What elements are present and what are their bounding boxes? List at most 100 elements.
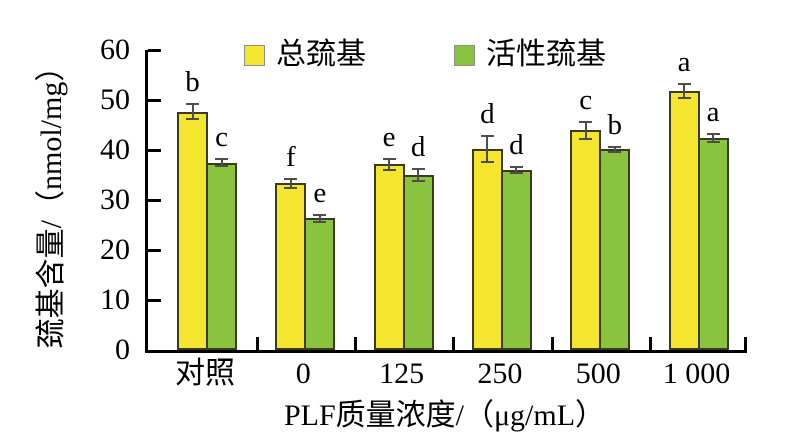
y-tick-label: 0 [115,333,130,366]
error-bar [186,103,199,120]
y-tick-label: 50 [100,83,130,116]
y-tick-label: 60 [100,33,130,66]
error-bar-line [515,166,518,174]
bar-active-0 [206,162,237,350]
bar-active-3 [500,170,532,350]
x-tick [452,337,456,350]
error-bar-cap-bottom [509,172,523,174]
sig-letter: d [509,129,524,161]
bar-active-2 [402,174,434,350]
error-bar-cap-bottom [313,220,327,223]
error-bar [215,158,228,167]
error-bar-cap-top [509,166,523,168]
error-bar-line [613,145,616,153]
x-tick [550,337,554,350]
error-bar-line [683,83,685,99]
error-bar-cap-top [677,83,691,85]
y-tick-label: 20 [100,233,130,266]
error-bar-cap-top [382,157,396,160]
error-bar [579,120,593,140]
x-tick [353,337,357,350]
error-bar [608,145,622,153]
error-bar-cap-bottom [677,97,691,99]
y-tick-label: 40 [100,133,130,166]
y-tick [148,148,161,152]
error-bar-cap-bottom [186,118,199,120]
error-bar-cap-top [706,132,720,135]
error-bar-line [289,177,292,189]
legend-item-active-sulfhydryl: 活性巯基 [454,40,606,70]
error-bar-cap-bottom [215,165,228,167]
error-bar-line [220,158,223,167]
x-tick-label: 500 [575,357,621,390]
sig-letter: b [607,108,622,141]
error-bar-cap-top [608,145,622,148]
legend-swatch-active-sulfhydryl [454,44,475,66]
error-bar-cap-bottom [411,179,425,182]
y-tick [148,248,161,252]
error-bar [706,132,720,143]
sig-letter: e [313,176,327,209]
legend-swatch-total-sulfhydryl [244,44,265,66]
sig-letter: b [185,66,200,98]
bar-active-5 [697,137,729,350]
error-bar-line [318,213,321,223]
sig-letter: f [285,140,296,173]
error-bar-line [486,135,489,163]
error-bar-cap-top [579,120,593,123]
x-tick [648,337,652,350]
bar-active-1 [304,218,336,350]
error-bar-line [417,167,420,182]
sig-letter: c [579,83,593,116]
error-bar-cap-top [284,177,298,180]
error-bar-cap-bottom [284,186,298,189]
x-tick-label: 1 000 [662,357,731,390]
error-bar-cap-bottom [608,150,622,153]
sig-letter: d [410,130,426,163]
error-bar-line [584,120,587,140]
error-bar-line [388,157,391,171]
error-bar-cap-top [215,158,228,160]
error-bar [313,213,327,223]
x-tick-label: 125 [379,357,425,390]
error-bar [382,157,396,171]
bar-total-4 [570,130,602,350]
sig-letter: c [215,121,228,153]
error-bar [284,177,298,189]
legend-label-active-sulfhydryl: 活性巯基 [486,38,606,71]
sig-letter: a [677,46,691,78]
legend-label-total-sulfhydryl: 总巯基 [276,38,366,71]
y-tick [148,98,161,102]
x-axis-end-tick [744,337,747,350]
error-bar-cap-bottom [480,161,494,163]
error-bar-cap-top [186,103,199,105]
error-bar [677,83,691,99]
error-bar-cap-bottom [382,168,396,171]
y-tick-label: 30 [100,183,130,216]
bar-total-1 [275,183,307,350]
sig-letter: e [382,120,396,153]
bar-total-5 [668,91,700,350]
error-bar-line [191,103,194,120]
error-bar-line [712,132,714,143]
bar-total-3 [471,149,503,350]
x-axis-title: PLF质量浓度/（μg/mL） [283,399,606,432]
error-bar [509,166,523,174]
error-bar [411,167,425,182]
error-bar-cap-bottom [579,137,593,140]
error-bar-cap-top [313,213,327,216]
error-bar-cap-bottom [706,140,720,143]
sig-letter: a [706,95,720,128]
bar-total-2 [373,164,405,350]
error-bar-cap-top [411,167,425,170]
sig-letter: d [480,98,495,130]
y-tick [148,48,161,52]
legend-item-total-sulfhydryl: 总巯基 [244,40,366,70]
x-tick-label: 0 [295,357,311,390]
error-bar [480,135,494,163]
y-tick [148,298,161,302]
y-tick [148,198,161,202]
x-tick-label: 250 [477,357,523,390]
